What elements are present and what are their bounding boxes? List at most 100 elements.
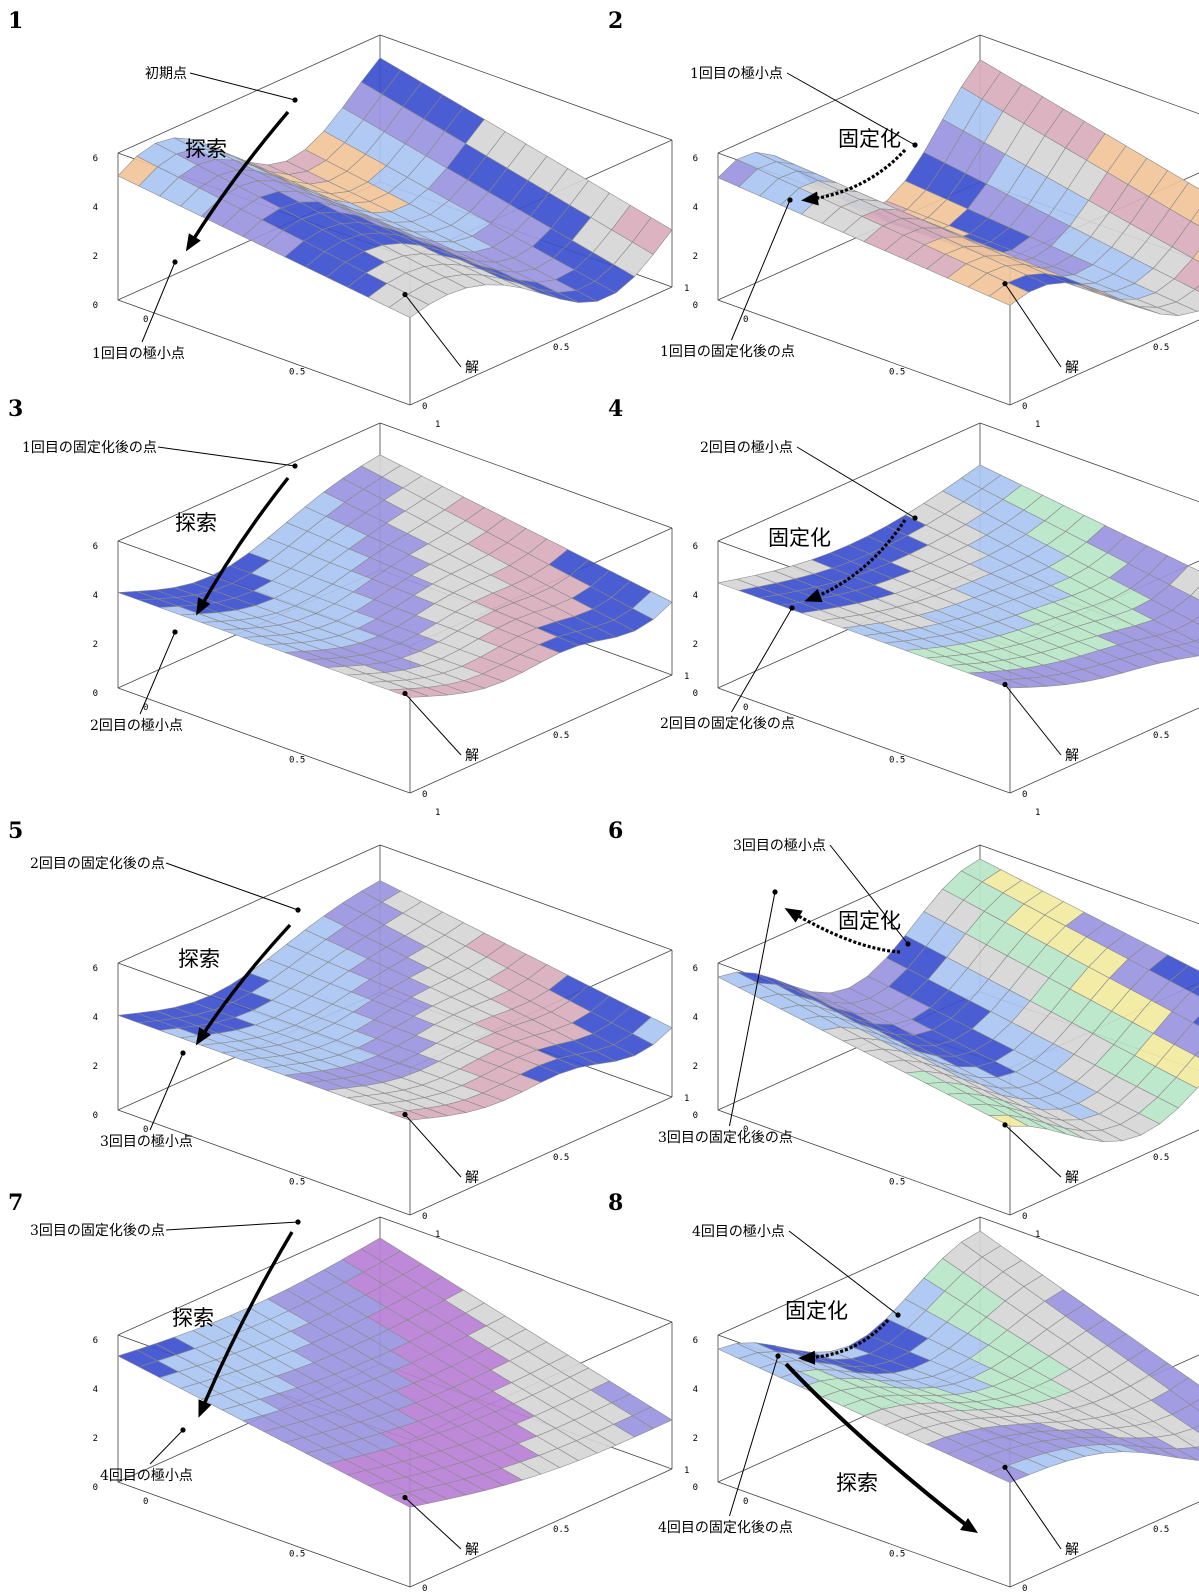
callout-start: 2回目の固定化後の点 — [30, 856, 165, 872]
box-edge — [379, 1216, 673, 1323]
y-tick-label: 1 — [684, 1466, 689, 1476]
arrow-head — [784, 907, 803, 923]
box-edge — [717, 422, 981, 542]
path-arrow — [198, 1231, 294, 1415]
leader-solution — [1004, 283, 1062, 368]
callout-end: 1回目の固定化後の点 — [660, 344, 795, 360]
z-tick-label: 0 — [93, 301, 98, 311]
panel-number: 4 — [608, 396, 623, 422]
y-tick-label: 0.5 — [1153, 1153, 1169, 1163]
x-tick-label: 1 — [1035, 1230, 1040, 1240]
mesh-cell — [388, 293, 430, 318]
box-edge — [409, 1468, 673, 1588]
x-tick-label: 0.5 — [889, 368, 905, 378]
box-edge — [717, 34, 981, 154]
x-tick-label: 0.5 — [889, 756, 905, 766]
surface-mesh — [117, 1237, 673, 1508]
z-tick-label: 6 — [93, 154, 98, 164]
x-tick-label: 0 — [143, 315, 148, 325]
callout-start: 2回目の極小点 — [700, 440, 793, 456]
action-label: 固定化 — [768, 526, 831, 550]
z-tick-label: 0 — [93, 689, 98, 699]
surface-mesh — [717, 858, 1199, 1142]
action-label: 固定化 — [785, 1299, 848, 1323]
callout-start: 1回目の極小点 — [690, 66, 783, 82]
search-arrow — [784, 1362, 972, 1530]
arrow-head — [798, 1350, 816, 1365]
y-tick-label: 0.5 — [553, 1153, 569, 1163]
arrow-head — [198, 1399, 212, 1418]
panels-group: 642000.5110.501探索初期点1回目の極小点解642000.5110.… — [8, 8, 1199, 1594]
path-arrow — [186, 110, 290, 249]
mesh-cell — [988, 282, 1030, 306]
box-edge — [117, 844, 381, 964]
callout-solution: 解 — [1065, 1170, 1079, 1186]
y-tick-label: 0 — [422, 1212, 427, 1222]
box-edge — [717, 299, 1011, 406]
z-tick-label: 2 — [693, 252, 698, 262]
box-edge — [409, 674, 673, 794]
leader-start — [165, 862, 299, 911]
box-edge — [379, 34, 673, 141]
path-arrow — [787, 908, 901, 954]
x-tick-label: 0.5 — [889, 1550, 905, 1560]
search-arrow-head — [960, 1518, 978, 1533]
callout-end: 3回目の固定化後の点 — [658, 1130, 793, 1146]
callout-end: 2回目の固定化後の点 — [660, 716, 795, 732]
callout-solution: 解 — [465, 360, 479, 376]
z-tick-label: 2 — [93, 1434, 98, 1444]
leader-end — [729, 891, 776, 1127]
leader-end — [731, 607, 793, 713]
box-edge — [117, 299, 411, 406]
surface-mesh — [716, 464, 1199, 689]
action-label: 探索 — [175, 511, 217, 535]
panel-number: 3 — [8, 396, 23, 422]
path-arrow — [196, 476, 290, 613]
x-tick-label: 0 — [743, 315, 748, 325]
mesh-cell — [1192, 1015, 1199, 1027]
action-label: 固定化 — [838, 909, 901, 933]
z-tick-label: 2 — [93, 252, 98, 262]
leader-end — [149, 1052, 184, 1131]
z-tick-label: 0 — [693, 689, 698, 699]
callout-start: 3回目の極小点 — [733, 838, 826, 854]
callout-end: 4回目の極小点 — [100, 1468, 193, 1484]
arrow-head — [196, 597, 211, 616]
z-tick-label: 4 — [93, 1013, 98, 1023]
mesh-cell — [389, 1110, 429, 1121]
mesh-cell — [1194, 638, 1199, 644]
y-tick-label: 1 — [684, 284, 689, 294]
y-tick-label: 0.5 — [1153, 343, 1169, 353]
surface-mesh — [117, 454, 673, 698]
callout-end: 2回目の極小点 — [90, 718, 183, 734]
callout-solution: 解 — [465, 1542, 479, 1558]
callout-solution: 解 — [1065, 360, 1079, 376]
y-tick-label: 0 — [1022, 402, 1027, 412]
box-edge — [1009, 1501, 1199, 1588]
callout-end: 1回目の極小点 — [92, 346, 185, 362]
box-edge — [117, 1216, 381, 1336]
surface-mesh — [117, 880, 673, 1121]
leader-solution — [1004, 1467, 1062, 1550]
x-tick-label: 0 — [143, 1497, 148, 1507]
z-tick-label: 0 — [693, 1483, 698, 1493]
leader-start — [796, 446, 916, 519]
z-tick-label: 2 — [693, 1434, 698, 1444]
arrow-head — [185, 233, 201, 252]
box-edge — [409, 286, 673, 406]
box-edge — [717, 1216, 981, 1336]
leader-start — [788, 1230, 899, 1316]
z-tick-label: 4 — [93, 1385, 98, 1395]
box-edge — [117, 422, 381, 542]
y-tick-label: 0.5 — [1153, 731, 1169, 741]
x-tick-label: 1 — [435, 1230, 440, 1240]
mesh-cell — [388, 1492, 430, 1508]
leader-end — [141, 261, 176, 343]
y-tick-label: 0.5 — [553, 731, 569, 741]
leader-solution — [404, 693, 462, 756]
y-tick-label: 0.5 — [553, 1525, 569, 1535]
y-tick-label: 1 — [684, 1094, 689, 1104]
